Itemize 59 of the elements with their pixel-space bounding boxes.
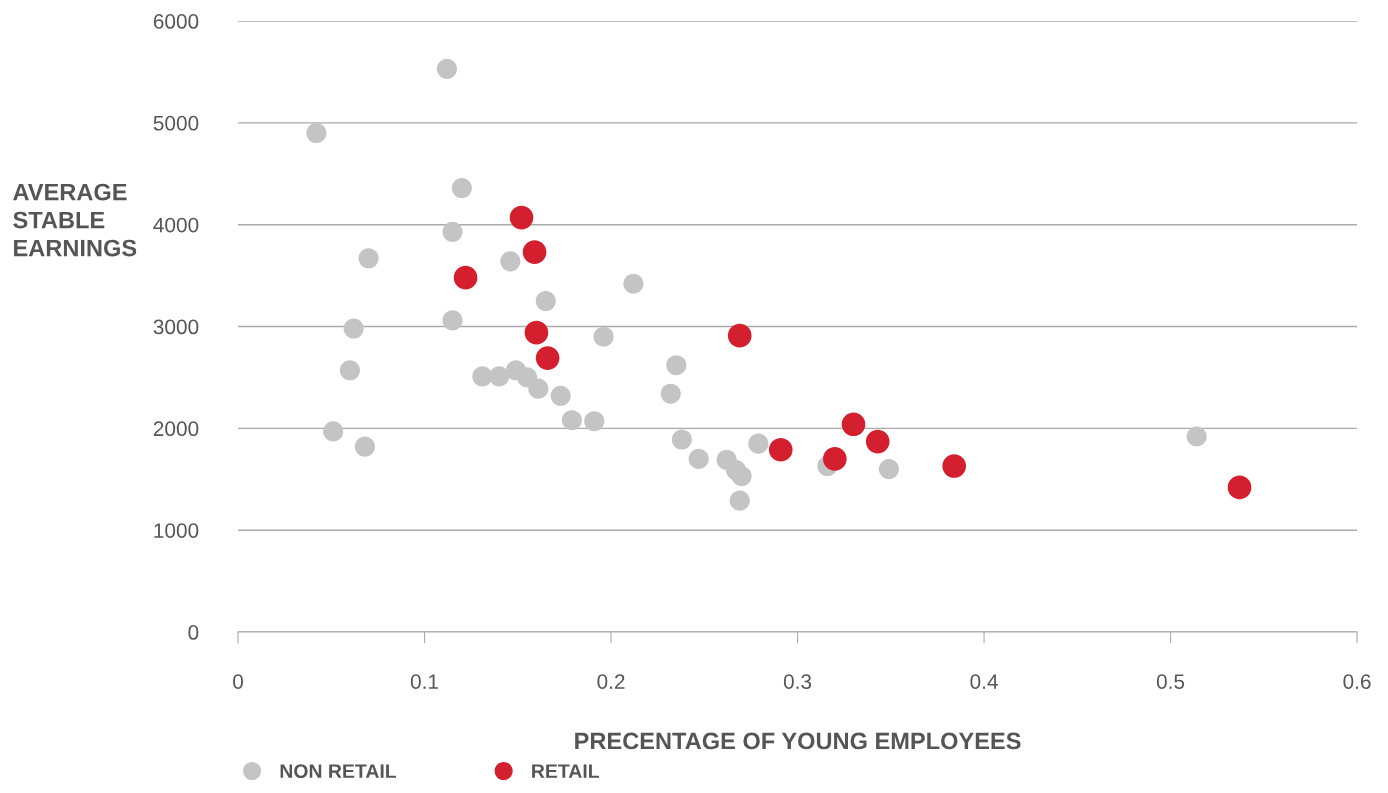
point <box>509 205 534 230</box>
x-tick-label: 0.2 <box>597 674 625 689</box>
point <box>593 326 614 347</box>
point <box>524 320 549 345</box>
point <box>1186 426 1207 447</box>
point <box>451 177 472 199</box>
point <box>528 378 549 399</box>
x-axis-title: PRECENTAGE OF YOUNG EMPLOYEES <box>575 732 1021 750</box>
point <box>323 421 344 442</box>
point <box>671 429 692 450</box>
legend-label: NON RETAIL <box>280 764 397 778</box>
point <box>339 360 361 381</box>
y-tick-label: 1000 <box>154 523 199 538</box>
point <box>306 122 327 144</box>
point <box>688 448 709 469</box>
x-tick-label: 0.4 <box>970 674 998 689</box>
point <box>354 436 375 457</box>
point <box>823 447 847 471</box>
point <box>748 433 769 454</box>
point <box>768 437 793 462</box>
point <box>561 410 582 431</box>
y-axis-title: AVERAGE STABLE EARNINGS <box>13 183 137 257</box>
point <box>584 411 605 432</box>
point <box>343 318 364 339</box>
point <box>472 366 493 387</box>
point <box>731 466 752 487</box>
point <box>500 251 521 272</box>
point <box>522 240 547 265</box>
point <box>489 366 510 387</box>
point <box>666 355 687 376</box>
point <box>453 265 478 290</box>
point <box>442 221 463 242</box>
point <box>535 346 560 370</box>
x-tick-label: 0.6 <box>1343 674 1371 689</box>
x-tick-label: 0.3 <box>783 674 812 689</box>
point <box>623 273 644 294</box>
point <box>535 291 556 312</box>
point <box>727 323 752 348</box>
point <box>550 385 571 406</box>
point <box>729 490 750 511</box>
y-tick-label: 0 <box>188 625 199 640</box>
point <box>660 383 681 404</box>
point <box>878 459 899 480</box>
y-tick-label: 4000 <box>153 217 199 233</box>
point <box>942 454 967 478</box>
point <box>841 412 866 437</box>
x-tick-label: 0.5 <box>1156 674 1185 689</box>
point <box>1227 475 1252 500</box>
legend-label: RETAIL <box>532 764 600 778</box>
y-tick-label: 2000 <box>153 421 199 437</box>
x-tick-label: 0.1 <box>410 674 439 689</box>
point <box>442 310 463 331</box>
point <box>436 58 457 79</box>
y-tick-label: 5000 <box>153 115 199 131</box>
y-tick-label: 3000 <box>153 319 199 335</box>
y-tick-label: 6000 <box>153 14 199 29</box>
x-tick-label: 0 <box>233 674 244 689</box>
point <box>865 429 890 454</box>
point <box>358 248 379 269</box>
